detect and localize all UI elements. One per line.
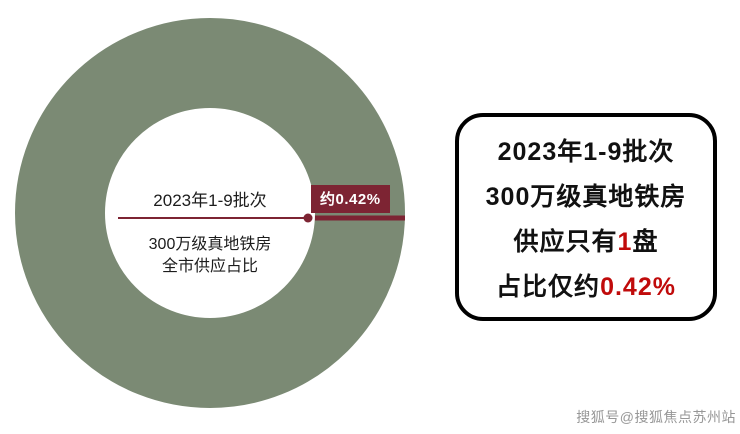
- donut-chart: 2023年1-9批次 300万级真地铁房 全市供应占比: [15, 18, 405, 408]
- donut-svg: [15, 18, 405, 408]
- donut-ring-major-slice: [15, 18, 405, 408]
- donut-center-subtitle-2: 全市供应占比: [161, 258, 258, 275]
- callout-line-3-prefix: 供应只有: [513, 227, 618, 256]
- callout-line-4-highlight: 0.42%: [600, 272, 676, 301]
- percent-label: 约0.42%: [311, 185, 390, 213]
- donut-center-subtitle-1: 300万级真地铁房: [148, 236, 272, 253]
- leader-dot: [303, 213, 313, 223]
- donut-center-title: 2023年1-9批次: [153, 191, 267, 210]
- callout-line-4-prefix: 占比仅约: [496, 272, 601, 301]
- callout-line-1: 2023年1-9批次: [497, 137, 675, 166]
- watermark: 搜狐号@搜狐焦点苏州站: [576, 409, 736, 425]
- callout-line-2: 300万级真地铁房: [485, 182, 687, 211]
- callout-box: 2023年1-9批次 300万级真地铁房 供应只有1盘 占比仅约0.42%: [455, 113, 717, 321]
- callout-line-4: 占比仅约0.42%: [496, 267, 676, 303]
- callout-line-3: 供应只有1盘: [514, 222, 659, 258]
- callout-line-3-highlight: 1: [617, 227, 633, 256]
- callout-line-3-suffix: 盘: [632, 227, 659, 256]
